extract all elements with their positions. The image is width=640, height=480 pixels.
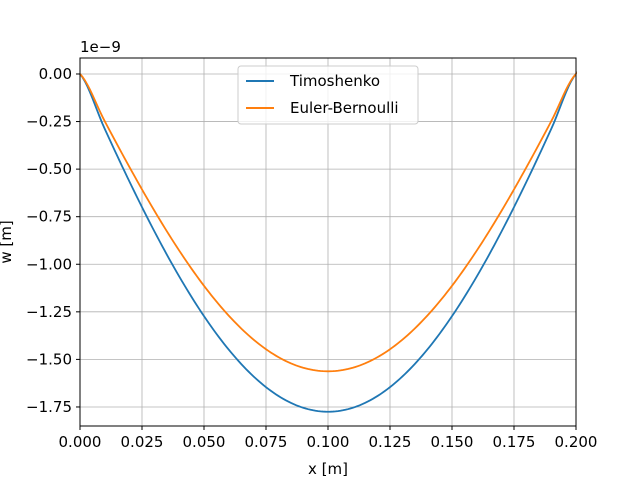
x-tick-label: 0.150: [431, 433, 474, 451]
x-tick-label: 0.125: [369, 433, 412, 451]
legend-label-timoshenko: Timoshenko: [289, 72, 380, 90]
y-tick-label: −1.25: [26, 303, 72, 321]
legend-box: [237, 65, 419, 125]
y-axis-label: w [m]: [0, 220, 15, 263]
y-tick-label: −0.25: [26, 113, 72, 131]
y-tick-label: −1.50: [26, 350, 72, 368]
y-tick-label: −0.75: [26, 208, 72, 226]
y-tick-label: −1.00: [26, 255, 72, 273]
ticks: 0.000 0.025 0.050 0.075 0.100 0.125 0.150 0.175…: [26, 65, 597, 451]
x-tick-label: 0.200: [555, 433, 598, 451]
x-tick-label: 0.000: [59, 433, 102, 451]
y-tick-label: −0.50: [26, 160, 72, 178]
x-tick-label: 0.050: [183, 433, 226, 451]
x-tick-label: 0.025: [121, 433, 164, 451]
series-lines: [79, 71, 577, 413]
x-tick-label: 0.175: [493, 433, 536, 451]
x-axis-label: x [m]: [308, 460, 348, 478]
legend: Timoshenko Euler-Bernoulli: [237, 65, 419, 125]
y-offset-text: 1e−9: [80, 38, 121, 56]
y-tick-label: 0.00: [39, 65, 72, 83]
series-line-timoshenko: [79, 71, 577, 413]
legend-label-euler-bernoulli: Euler-Bernoulli: [290, 99, 399, 117]
x-tick-label: 0.100: [307, 433, 350, 451]
x-tick-label: 0.075: [245, 433, 288, 451]
series-line-euler-bernoulli: [79, 71, 577, 373]
y-tick-label: −1.75: [26, 398, 72, 416]
